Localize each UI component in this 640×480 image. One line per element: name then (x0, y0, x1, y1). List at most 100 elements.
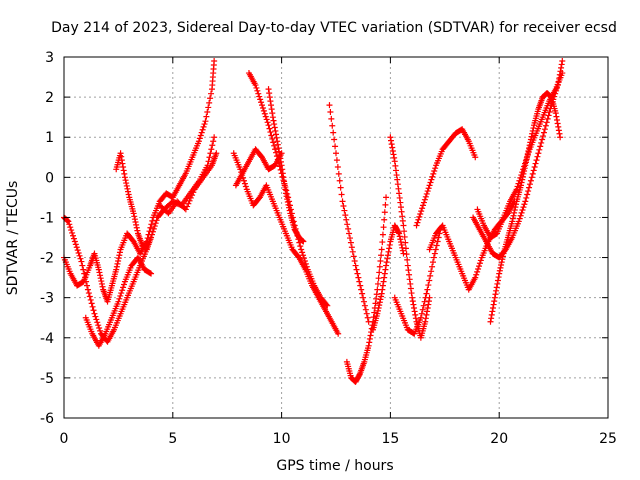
data-point-marker (365, 342, 372, 349)
data-point-marker (330, 129, 337, 136)
data-point-marker (274, 141, 281, 148)
data-point-marker (417, 314, 424, 321)
data-point-marker (475, 266, 482, 273)
data-point-marker (324, 302, 331, 309)
data-point-marker (382, 201, 389, 208)
data-point-marker (399, 217, 406, 224)
data-point-marker (380, 224, 387, 231)
data-point-marker (407, 280, 414, 287)
data-point-marker (431, 168, 438, 175)
y-tick-label: -6 (40, 411, 54, 427)
data-point-marker (379, 239, 386, 246)
data-point-marker (410, 301, 417, 308)
data-point-marker (133, 224, 140, 231)
data-point-marker (355, 274, 362, 281)
data-point-marker (119, 160, 126, 167)
data-point-marker (510, 212, 517, 219)
y-tick-label: 1 (45, 130, 54, 146)
data-point-marker (266, 90, 273, 97)
data-point-marker (120, 164, 127, 171)
data-point-marker (426, 277, 433, 284)
data-point-marker (384, 255, 391, 262)
data-point-marker (252, 82, 259, 89)
data-point-marker (273, 149, 280, 156)
data-point-marker (401, 228, 408, 235)
data-point-marker (376, 302, 383, 309)
data-point-marker (90, 307, 97, 314)
data-point-marker (286, 207, 293, 214)
data-point-marker (93, 316, 100, 323)
data-point-marker (527, 177, 534, 184)
data-point-marker (380, 278, 387, 285)
data-point-marker (489, 308, 496, 315)
data-point-marker (267, 98, 274, 105)
data-point-marker (66, 221, 73, 228)
data-point-marker (297, 243, 304, 250)
data-point-marker (519, 206, 526, 213)
data-point-marker (397, 236, 404, 243)
data-point-marker (88, 300, 95, 307)
data-point-marker (494, 280, 501, 287)
data-point-marker (148, 221, 155, 228)
data-point-marker (420, 302, 427, 309)
data-point-marker (121, 170, 128, 177)
data-point-marker (558, 61, 565, 68)
data-point-marker (476, 260, 483, 267)
data-point-marker (427, 272, 434, 279)
data-point-marker (282, 186, 289, 193)
data-point-marker (84, 286, 91, 293)
data-point-marker (405, 267, 412, 274)
data-point-marker (356, 278, 363, 285)
data-point-marker (523, 154, 530, 161)
data-point-marker (265, 122, 272, 129)
data-point-marker (331, 136, 338, 143)
data-point-marker (76, 252, 83, 259)
data-point-marker (121, 174, 128, 181)
data-point-marker (423, 290, 430, 297)
y-tick-label: -1 (40, 210, 54, 226)
data-point-marker (342, 212, 349, 219)
data-point-marker (185, 200, 192, 207)
axis-ticks: 0 5 10 15 20 25 -6 -5 -4 -3 -2 -1 0 1 2 3 (40, 50, 617, 447)
data-point-marker (286, 204, 293, 211)
data-point-marker (374, 307, 381, 314)
data-point-marker (474, 268, 481, 275)
data-point-marker (300, 255, 307, 262)
data-point-marker (343, 216, 350, 223)
data-point-marker (273, 134, 280, 141)
data-point-marker (430, 170, 437, 177)
data-point-marker (213, 150, 220, 157)
data-point-marker (413, 222, 420, 229)
y-tick-label: -2 (40, 251, 54, 267)
data-point-marker (409, 298, 416, 305)
data-point-marker (190, 189, 197, 196)
data-point-marker (383, 262, 390, 269)
data-point-marker (420, 202, 427, 209)
data-point-marker (189, 192, 196, 199)
data-point-marker (408, 290, 415, 297)
x-tick-label: 5 (168, 431, 177, 447)
data-point-marker (116, 249, 123, 256)
data-point-marker (95, 322, 102, 329)
data-point-marker (387, 134, 394, 141)
data-point-marker (335, 330, 342, 337)
data-point-marker (255, 90, 262, 97)
data-point-marker (266, 125, 273, 132)
data-point-marker (364, 314, 371, 321)
data-point-marker (429, 263, 436, 270)
data-point-marker (253, 84, 260, 91)
data-point-marker (87, 296, 94, 303)
data-point-marker (491, 294, 498, 301)
data-point-marker (420, 199, 427, 206)
data-point-marker (377, 257, 384, 264)
data-point-marker (95, 266, 102, 273)
data-point-marker (424, 308, 431, 315)
data-point-marker (428, 268, 435, 275)
data-point-marker (522, 198, 529, 205)
series-track-i (232, 146, 285, 189)
data-point-marker (425, 185, 432, 192)
data-point-marker (96, 325, 103, 332)
data-point-marker (395, 229, 402, 236)
data-point-marker (285, 201, 292, 208)
data-point-marker (558, 64, 565, 71)
